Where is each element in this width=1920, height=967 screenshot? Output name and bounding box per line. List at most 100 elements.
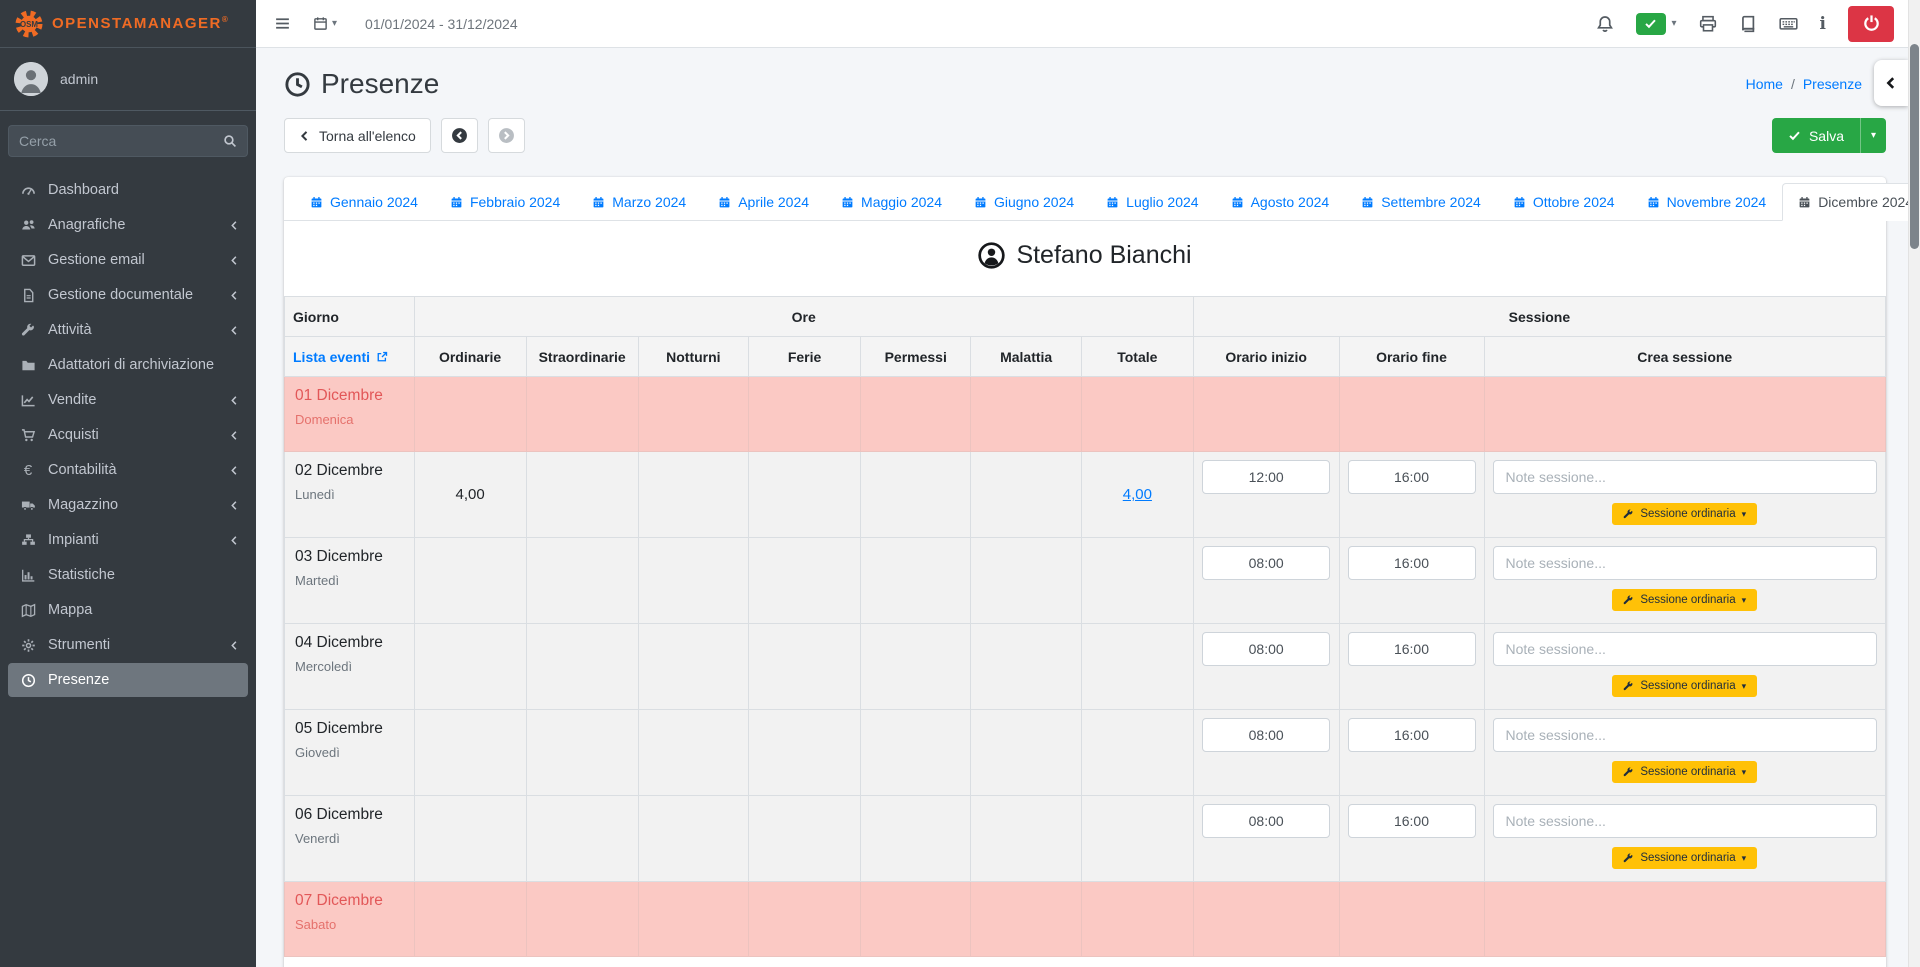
sessione-ordinaria-button[interactable]: Sessione ordinaria ▾ <box>1612 761 1758 783</box>
sidebar-item-mappa[interactable]: Mappa <box>8 593 248 627</box>
sidebar-item-label: Magazzino <box>48 497 119 513</box>
orario-fine-input[interactable] <box>1347 718 1476 752</box>
sessione-ordinaria-button[interactable]: Sessione ordinaria ▾ <box>1612 589 1758 611</box>
tab-aprile-2024[interactable]: Aprile 2024 <box>702 183 825 221</box>
note-sessione-input[interactable] <box>1492 632 1877 666</box>
day-cell: 04 Dicembre Mercoledì <box>284 623 415 710</box>
note-sessione-input[interactable] <box>1492 460 1877 494</box>
user-avatar[interactable] <box>14 62 48 96</box>
sidebar-item-acquisti[interactable]: Acquisti <box>8 418 248 452</box>
note-sessione-input[interactable] <box>1492 804 1877 838</box>
orario-inizio-input[interactable] <box>1202 460 1331 494</box>
sidebar: OSM OpenSTAManager® admin Dashboard Anagr… <box>0 0 256 967</box>
tab-marzo-2024[interactable]: Marzo 2024 <box>576 183 702 221</box>
sidebar-item-dashboard[interactable]: Dashboard <box>8 173 248 207</box>
sidebar-item-strumenti[interactable]: Strumenti <box>8 628 248 662</box>
note-sessione-input[interactable] <box>1492 546 1877 580</box>
brand-name: OpenSTAManager® <box>52 15 230 32</box>
tab-ottobre-2024[interactable]: Ottobre 2024 <box>1497 183 1631 221</box>
totale-link[interactable]: 4,00 <box>1122 486 1152 503</box>
tab-dicembre-2024[interactable]: Dicembre 2024 <box>1782 183 1920 221</box>
osm-gear-logo-icon: OSM <box>14 9 44 39</box>
user-circle-icon <box>978 242 1006 269</box>
note-sessione-input[interactable] <box>1492 718 1877 752</box>
breadcrumb-presenze-link[interactable]: Presenze <box>1802 76 1862 92</box>
sidebar-item-statistiche[interactable]: Statistiche <box>8 558 248 592</box>
print-button[interactable] <box>1699 15 1717 33</box>
save-button[interactable]: Salva <box>1771 118 1860 153</box>
info-icon[interactable]: i <box>1819 13 1826 34</box>
crea-sessione-cell: Sessione ordinaria ▾ <box>1483 709 1886 796</box>
presenze-card: Gennaio 2024 Febbraio 2024 Marzo 2024 April… <box>284 177 1920 967</box>
orario-fine-input[interactable] <box>1347 546 1476 580</box>
date-range-filter[interactable]: 01/01/2024 - 31/12/2024 <box>365 15 518 32</box>
save-dropdown-toggle[interactable]: ▾ <box>1860 118 1886 153</box>
search-button[interactable] <box>212 125 248 157</box>
tab-settembre-2024[interactable]: Settembre 2024 <box>1345 183 1497 221</box>
sidebar-item-contabilit-[interactable]: € Contabilità <box>8 453 248 487</box>
orario-fine-input[interactable] <box>1347 460 1476 494</box>
book-button[interactable] <box>1739 15 1757 33</box>
crea-sessione-cell <box>1483 376 1886 452</box>
breadcrumb-separator: / <box>1790 76 1795 92</box>
orario-fine-cell <box>1338 795 1485 882</box>
sessione-ordinaria-button[interactable]: Sessione ordinaria ▾ <box>1612 503 1758 525</box>
status-dropdown[interactable]: ▾ <box>1635 12 1677 35</box>
panel-collapse-toggle[interactable] <box>1874 60 1908 106</box>
wrench-icon <box>1623 767 1634 778</box>
sidebar-item-impianti[interactable]: Impianti <box>8 523 248 557</box>
hamburger-menu-icon[interactable] <box>274 15 291 32</box>
logout-power-button[interactable] <box>1848 5 1894 42</box>
user-name[interactable]: admin <box>60 71 99 87</box>
hours-ordinarie-cell <box>413 537 527 624</box>
next-record-button[interactable] <box>487 118 525 153</box>
keyboard-button[interactable] <box>1778 14 1798 33</box>
brand[interactable]: OSM OpenSTAManager® <box>0 0 256 48</box>
check-status-button[interactable] <box>1635 12 1666 35</box>
sidebar-item-magazzino[interactable]: Magazzino <box>8 488 248 522</box>
sessione-ordinaria-button[interactable]: Sessione ordinaria ▾ <box>1612 847 1758 869</box>
tab-febbraio-2024[interactable]: Febbraio 2024 <box>434 183 576 221</box>
svg-text:OSM: OSM <box>20 20 38 29</box>
file-icon <box>16 288 40 303</box>
sidebar-item-adattatori-di-archiviazione[interactable]: Adattatori di archiviazione <box>8 348 248 382</box>
sidebar-item-gestione-email[interactable]: Gestione email <box>8 243 248 277</box>
back-to-list-button[interactable]: Torna all'elenco <box>284 118 431 153</box>
tab-giugno-2024[interactable]: Giugno 2024 <box>958 183 1090 221</box>
sidebar-item-vendite[interactable]: Vendite <box>8 383 248 417</box>
lista-eventi-link[interactable]: Lista eventi <box>293 349 388 365</box>
hours-malattia-cell <box>970 376 1082 452</box>
hours-notturni-cell <box>637 709 750 796</box>
bell-button[interactable] <box>1596 15 1614 33</box>
sidebar-item-gestione-documentale[interactable]: Gestione documentale <box>8 278 248 312</box>
session-button-label: Sessione ordinaria <box>1640 594 1736 606</box>
sidebar-menu: Dashboard Anagrafiche Gestione email Gestio… <box>0 169 256 702</box>
tab-maggio-2024[interactable]: Maggio 2024 <box>825 183 958 221</box>
sidebar-item-attivit-[interactable]: Attività <box>8 313 248 347</box>
tab-luglio-2024[interactable]: Luglio 2024 <box>1090 183 1214 221</box>
orario-inizio-input[interactable] <box>1202 546 1331 580</box>
orario-inizio-input[interactable] <box>1202 804 1331 838</box>
clock-icon <box>16 673 40 688</box>
breadcrumb-home-link[interactable]: Home <box>1745 76 1783 92</box>
scrollbar-thumb[interactable] <box>1910 44 1919 249</box>
tab-gennaio-2024[interactable]: Gennaio 2024 <box>294 183 434 221</box>
orario-inizio-input[interactable] <box>1202 632 1331 666</box>
previous-record-button[interactable] <box>440 118 478 153</box>
caret-down-icon: ▾ <box>1870 129 1877 141</box>
orario-inizio-input[interactable] <box>1202 718 1331 752</box>
sidebar-item-label: Impianti <box>48 532 99 548</box>
tab-novembre-2024[interactable]: Novembre 2024 <box>1631 183 1783 221</box>
sidebar-item-anagrafiche[interactable]: Anagrafiche <box>8 208 248 242</box>
calendar-dropdown-button[interactable]: ▾ <box>313 16 337 31</box>
day-date: 02 Dicembre <box>295 462 383 479</box>
tab-agosto-2024[interactable]: Agosto 2024 <box>1215 183 1346 221</box>
search-input[interactable] <box>8 125 212 157</box>
sessione-ordinaria-button[interactable]: Sessione ordinaria ▾ <box>1612 675 1758 697</box>
group-header-sessione: Sessione <box>1192 296 1887 337</box>
orario-fine-input[interactable] <box>1347 632 1476 666</box>
euro-icon: € <box>23 461 33 479</box>
sidebar-item-presenze[interactable]: Presenze <box>8 663 248 697</box>
col-header-malattia: Malattia <box>970 336 1082 377</box>
orario-fine-input[interactable] <box>1347 804 1476 838</box>
